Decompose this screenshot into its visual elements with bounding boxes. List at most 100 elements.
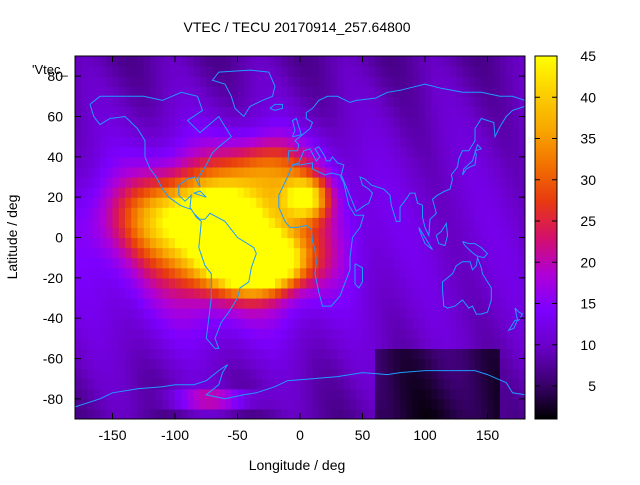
heatmap-cell — [443, 368, 451, 380]
heatmap-cell — [462, 126, 470, 138]
heatmap-cell — [293, 177, 301, 188]
heatmap-cell — [131, 156, 139, 168]
heatmap-cell — [468, 217, 476, 229]
heatmap-cell — [475, 177, 482, 188]
heatmap-cell — [93, 217, 101, 229]
heatmap-cell — [175, 227, 182, 239]
heatmap-cell — [368, 287, 376, 299]
heatmap-cell — [393, 166, 401, 178]
heatmap-cell — [356, 398, 364, 410]
heatmap-cell — [131, 227, 139, 239]
heatmap-cell — [100, 197, 107, 208]
heatmap-cell — [512, 247, 520, 259]
heatmap-cell — [481, 156, 489, 168]
heatmap-cell — [456, 217, 464, 229]
heatmap-cell — [212, 378, 220, 390]
heatmap-cell — [487, 398, 495, 410]
heatmap-cell — [425, 86, 432, 97]
heatmap-cell — [350, 308, 357, 319]
heatmap-cell — [81, 217, 89, 229]
heatmap-cell — [431, 217, 439, 229]
y-tick-label: 20 — [47, 189, 63, 205]
heatmap-cell — [312, 287, 320, 299]
colorbar-tick-label: 30 — [580, 172, 596, 188]
heatmap-cell — [256, 146, 264, 158]
heatmap-cell — [443, 126, 451, 138]
heatmap-cell — [243, 247, 251, 259]
colorbar-tick-label: 25 — [580, 213, 596, 229]
heatmap-cell — [318, 358, 326, 370]
heatmap-cell — [481, 328, 489, 339]
heatmap-cell — [506, 197, 514, 208]
heatmap-cell — [443, 348, 451, 360]
heatmap-cell — [400, 227, 407, 239]
heatmap-cell — [462, 197, 470, 208]
heatmap-cell — [181, 328, 189, 339]
heatmap-cell — [437, 96, 445, 108]
heatmap-cell — [287, 247, 295, 259]
heatmap-cell — [456, 328, 464, 339]
heatmap-cell — [350, 398, 357, 410]
heatmap-cell — [250, 277, 257, 289]
heatmap-cell — [250, 338, 257, 350]
heatmap-cell — [237, 187, 245, 198]
heatmap-cell — [218, 378, 226, 390]
heatmap-cell — [462, 287, 470, 299]
heatmap-cell — [231, 388, 239, 400]
heatmap-cell — [256, 156, 264, 168]
heatmap-cell — [493, 287, 501, 299]
heatmap-cell — [331, 338, 339, 350]
heatmap-cell — [393, 116, 401, 128]
heatmap-cell — [393, 267, 401, 279]
heatmap-cell — [218, 146, 226, 158]
heatmap-cell — [343, 308, 351, 319]
heatmap-cell — [500, 156, 507, 168]
heatmap-cell — [231, 116, 239, 128]
heatmap-cell — [212, 398, 220, 410]
heatmap-cell — [400, 187, 407, 198]
heatmap-cell — [287, 287, 295, 299]
heatmap-cell — [356, 76, 364, 87]
heatmap-cell — [281, 267, 289, 279]
heatmap-cell — [100, 227, 107, 239]
heatmap-cell — [137, 378, 145, 390]
heatmap-cell — [368, 86, 376, 97]
heatmap-cell — [143, 86, 151, 97]
heatmap-cell — [487, 86, 495, 97]
heatmap-cell — [362, 408, 370, 419]
heatmap-cell — [231, 156, 239, 168]
heatmap-cell — [306, 298, 314, 309]
heatmap-cell — [187, 388, 195, 400]
heatmap-cell — [406, 66, 414, 77]
heatmap-cell — [437, 56, 445, 67]
heatmap-cell — [125, 96, 132, 108]
heatmap-cell — [100, 398, 107, 410]
heatmap-cell — [262, 187, 270, 198]
heatmap-cell — [262, 56, 270, 67]
heatmap-cell — [387, 257, 395, 269]
heatmap-cell — [368, 66, 376, 77]
heatmap-cell — [450, 86, 457, 97]
heatmap-cell — [312, 378, 320, 390]
heatmap-cell — [468, 257, 476, 269]
heatmap-cell — [243, 257, 251, 269]
heatmap-cell — [393, 318, 401, 329]
heatmap-cell — [406, 267, 414, 279]
heatmap-cell — [493, 76, 501, 87]
heatmap-cell — [462, 217, 470, 229]
heatmap-cell — [231, 308, 239, 319]
heatmap-cell — [481, 76, 489, 87]
heatmap-cell — [287, 207, 295, 218]
heatmap-cell — [150, 177, 157, 188]
heatmap-cell — [150, 136, 157, 148]
heatmap-cell — [168, 388, 176, 400]
heatmap-cell — [506, 277, 514, 289]
heatmap-cell — [131, 328, 139, 339]
heatmap-cell — [281, 287, 289, 299]
heatmap-cell — [506, 116, 514, 128]
heatmap-cell — [231, 398, 239, 410]
heatmap-cell — [150, 86, 157, 97]
heatmap-cell — [162, 66, 170, 77]
heatmap-cell — [243, 287, 251, 299]
heatmap-cell — [268, 348, 276, 360]
